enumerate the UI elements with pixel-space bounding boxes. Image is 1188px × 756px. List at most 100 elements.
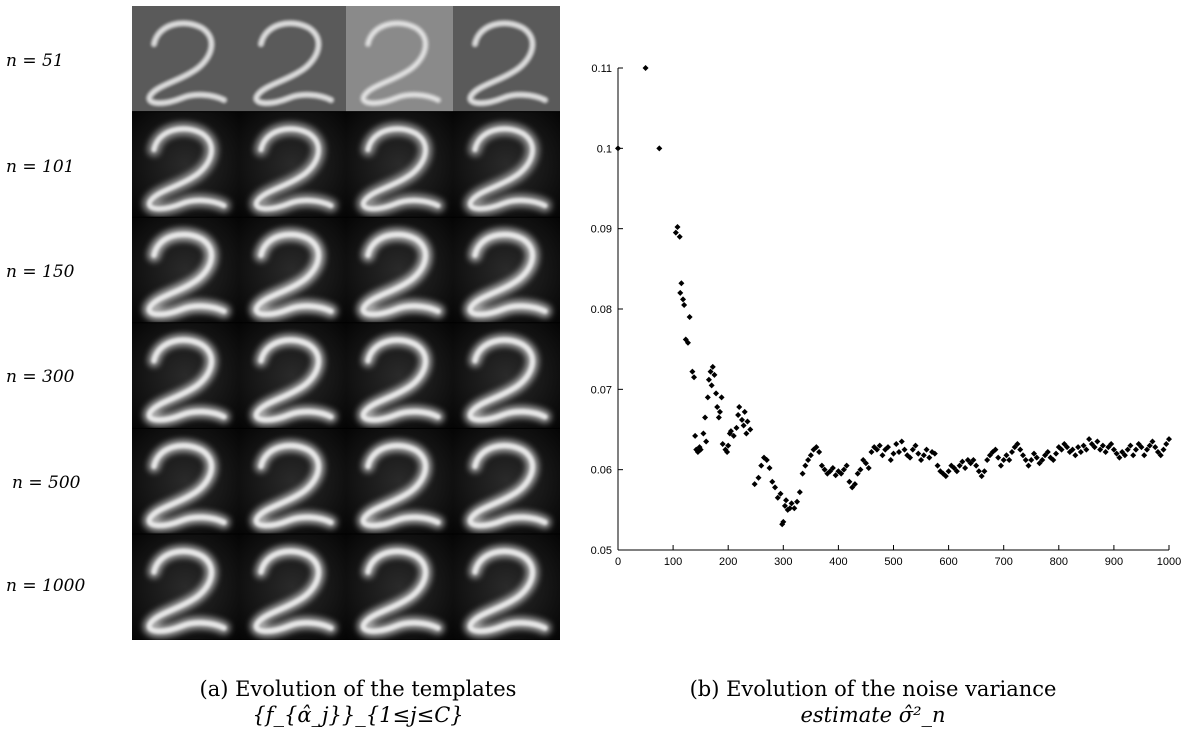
data-point	[730, 432, 737, 439]
data-point	[702, 414, 709, 421]
data-point	[684, 339, 691, 346]
template-image	[346, 111, 453, 218]
template-image	[453, 111, 560, 218]
data-point	[821, 466, 828, 473]
x-tick-label: 100	[664, 556, 682, 568]
data-point	[862, 460, 869, 467]
data-point	[743, 430, 750, 437]
data-point	[1141, 452, 1148, 459]
template-image	[239, 217, 346, 323]
data-point	[1119, 448, 1126, 455]
data-point	[890, 450, 897, 457]
data-point	[736, 404, 743, 411]
data-point	[1127, 442, 1134, 449]
data-point	[774, 494, 781, 501]
data-point	[740, 422, 747, 429]
data-point	[995, 454, 1002, 461]
data-point	[686, 314, 693, 321]
data-point	[1124, 446, 1131, 453]
data-point	[981, 468, 988, 475]
template-image	[453, 217, 560, 323]
data-point	[1061, 440, 1068, 447]
data-point	[1166, 436, 1172, 443]
data-point	[956, 462, 963, 469]
caption-a-line1: (a) Evolution of the templates	[199, 677, 517, 701]
data-point	[781, 502, 788, 509]
data-point	[926, 454, 933, 461]
data-point	[1091, 444, 1098, 451]
data-point	[718, 394, 725, 401]
data-point	[887, 457, 894, 464]
data-point	[992, 446, 999, 453]
data-point	[704, 394, 711, 401]
x-tick-label: 1000	[1157, 556, 1181, 568]
data-point	[1149, 438, 1156, 445]
data-point	[901, 446, 908, 453]
data-point	[840, 466, 847, 473]
data-point	[1017, 446, 1024, 453]
data-point	[714, 404, 721, 411]
data-point	[829, 465, 836, 472]
data-point	[772, 484, 779, 491]
data-point	[1075, 444, 1082, 451]
data-point	[719, 440, 726, 447]
data-point	[780, 518, 787, 525]
data-point	[766, 465, 773, 472]
data-point	[846, 478, 853, 485]
data-point	[1022, 457, 1029, 464]
data-point	[843, 462, 850, 469]
x-tick-label: 500	[884, 556, 902, 568]
data-point	[1031, 450, 1038, 457]
data-point	[786, 505, 793, 512]
data-point	[761, 454, 768, 461]
data-point	[1039, 457, 1046, 464]
data-point	[741, 408, 748, 415]
data-point	[747, 426, 754, 433]
data-point	[918, 457, 925, 464]
data-point	[1053, 450, 1060, 457]
data-point	[705, 376, 712, 383]
data-point	[1110, 446, 1117, 453]
data-point	[1025, 462, 1032, 469]
data-point	[784, 506, 791, 513]
data-point	[1080, 442, 1087, 449]
x-tick-label: 900	[1105, 556, 1123, 568]
x-tick-label: 600	[939, 556, 957, 568]
data-point	[962, 465, 969, 472]
data-point	[879, 452, 886, 459]
row-label-n-101: n = 101	[6, 157, 75, 177]
data-point	[868, 448, 875, 455]
data-point	[703, 438, 710, 445]
data-point	[802, 462, 809, 469]
data-point	[1157, 452, 1164, 459]
data-point	[942, 473, 949, 480]
templates-panel: n = 51 n = 101 n = 150 n = 300 n = 500 n…	[0, 0, 560, 650]
data-point	[1099, 442, 1106, 449]
data-point	[691, 374, 698, 381]
data-point	[959, 458, 966, 465]
data-point	[799, 470, 806, 477]
data-point	[813, 444, 820, 451]
data-point	[835, 468, 842, 475]
data-point	[694, 448, 701, 455]
data-point	[656, 145, 663, 152]
data-point	[953, 468, 960, 475]
data-point	[807, 452, 814, 459]
data-point	[642, 65, 649, 71]
data-point	[945, 468, 952, 475]
data-point	[975, 468, 982, 475]
data-point	[1138, 444, 1145, 451]
data-point	[713, 390, 720, 397]
x-tick-label: 200	[719, 556, 737, 568]
y-tick-label: 0.06	[591, 465, 612, 477]
data-point	[1064, 444, 1071, 451]
template-image	[453, 322, 560, 429]
data-point	[873, 446, 880, 453]
data-point	[816, 448, 823, 455]
data-point	[735, 412, 742, 419]
data-point	[805, 457, 812, 464]
data-point	[1008, 448, 1015, 455]
caption-b: (b) Evolution of the noise variance esti…	[638, 676, 1108, 728]
data-point	[1086, 436, 1093, 443]
row-label-n-150: n = 150	[6, 262, 75, 282]
